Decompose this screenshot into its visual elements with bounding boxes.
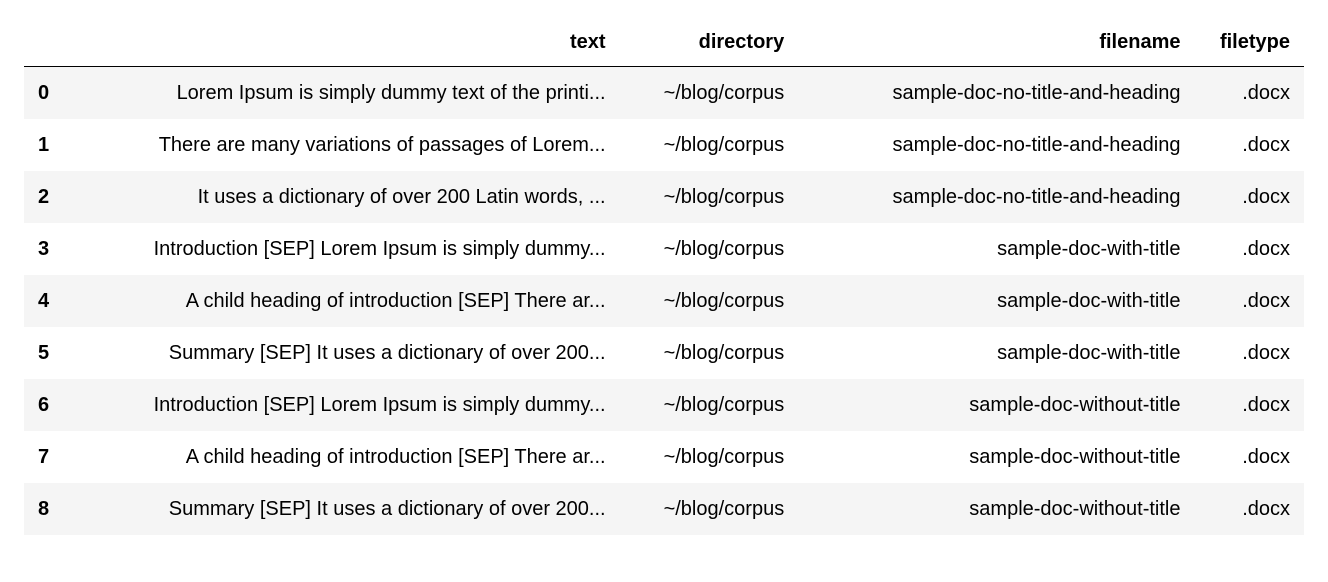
cell-text: Introduction [SEP] Lorem Ipsum is simply… (63, 379, 619, 431)
cell-directory: ~/blog/corpus (620, 223, 799, 275)
cell-text: It uses a dictionary of over 200 Latin w… (63, 171, 619, 223)
cell-text: Summary [SEP] It uses a dictionary of ov… (63, 327, 619, 379)
cell-filename: sample-doc-with-title (798, 327, 1194, 379)
cell-filetype: .docx (1195, 171, 1305, 223)
cell-directory: ~/blog/corpus (620, 379, 799, 431)
cell-filename: sample-doc-without-title (798, 431, 1194, 483)
cell-text: A child heading of introduction [SEP] Th… (63, 275, 619, 327)
cell-text: Introduction [SEP] Lorem Ipsum is simply… (63, 223, 619, 275)
row-index: 4 (24, 275, 63, 327)
cell-filetype: .docx (1195, 119, 1305, 171)
cell-directory: ~/blog/corpus (620, 431, 799, 483)
cell-filename: sample-doc-with-title (798, 223, 1194, 275)
cell-filename: sample-doc-no-title-and-heading (798, 119, 1194, 171)
cell-filename: sample-doc-without-title (798, 379, 1194, 431)
cell-filetype: .docx (1195, 275, 1305, 327)
table-row: 3 Introduction [SEP] Lorem Ipsum is simp… (24, 223, 1304, 275)
row-index: 8 (24, 483, 63, 535)
cell-text: Lorem Ipsum is simply dummy text of the … (63, 67, 619, 120)
cell-filetype: .docx (1195, 67, 1305, 120)
header-col-text: text (63, 20, 619, 67)
cell-text: A child heading of introduction [SEP] Th… (63, 431, 619, 483)
cell-filetype: .docx (1195, 223, 1305, 275)
row-index: 5 (24, 327, 63, 379)
row-index: 0 (24, 67, 63, 120)
header-col-directory: directory (620, 20, 799, 67)
row-index: 1 (24, 119, 63, 171)
table-row: 1 There are many variations of passages … (24, 119, 1304, 171)
row-index: 2 (24, 171, 63, 223)
cell-filename: sample-doc-no-title-and-heading (798, 67, 1194, 120)
table-row: 7 A child heading of introduction [SEP] … (24, 431, 1304, 483)
table-body: 0 Lorem Ipsum is simply dummy text of th… (24, 67, 1304, 536)
cell-text: Summary [SEP] It uses a dictionary of ov… (63, 483, 619, 535)
row-index: 3 (24, 223, 63, 275)
table-row: 2 It uses a dictionary of over 200 Latin… (24, 171, 1304, 223)
cell-filetype: .docx (1195, 379, 1305, 431)
table-row: 5 Summary [SEP] It uses a dictionary of … (24, 327, 1304, 379)
dataframe-table: text directory filename filetype 0 Lorem… (24, 20, 1304, 535)
cell-directory: ~/blog/corpus (620, 483, 799, 535)
cell-filename: sample-doc-no-title-and-heading (798, 171, 1194, 223)
cell-filename: sample-doc-without-title (798, 483, 1194, 535)
cell-directory: ~/blog/corpus (620, 327, 799, 379)
row-index: 6 (24, 379, 63, 431)
cell-text: There are many variations of passages of… (63, 119, 619, 171)
cell-directory: ~/blog/corpus (620, 119, 799, 171)
table-header: text directory filename filetype (24, 20, 1304, 67)
cell-directory: ~/blog/corpus (620, 171, 799, 223)
table-row: 4 A child heading of introduction [SEP] … (24, 275, 1304, 327)
cell-directory: ~/blog/corpus (620, 67, 799, 120)
cell-filetype: .docx (1195, 327, 1305, 379)
cell-filetype: .docx (1195, 483, 1305, 535)
header-col-filename: filename (798, 20, 1194, 67)
table-row: 8 Summary [SEP] It uses a dictionary of … (24, 483, 1304, 535)
table-row: 0 Lorem Ipsum is simply dummy text of th… (24, 67, 1304, 120)
cell-filename: sample-doc-with-title (798, 275, 1194, 327)
header-index-corner (24, 20, 63, 67)
table-row: 6 Introduction [SEP] Lorem Ipsum is simp… (24, 379, 1304, 431)
cell-directory: ~/blog/corpus (620, 275, 799, 327)
row-index: 7 (24, 431, 63, 483)
header-col-filetype: filetype (1195, 20, 1305, 67)
cell-filetype: .docx (1195, 431, 1305, 483)
